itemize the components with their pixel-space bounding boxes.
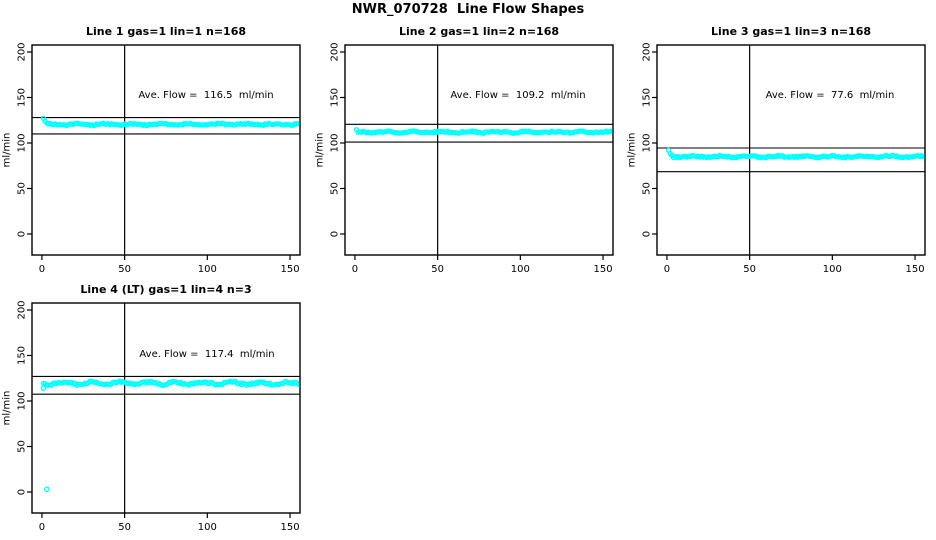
panel4-y-tick-label: 0 — [17, 489, 28, 495]
panel2-border — [344, 44, 614, 256]
panel1-y-tick-label: 0 — [17, 231, 28, 237]
panel2-data-points — [353, 127, 613, 136]
panel1-x-tick-label: 150 — [280, 264, 299, 275]
panel1-ave-flow-annotation: Ave. Flow = 116.5 ml/min — [138, 90, 274, 101]
panel2-y-tick-label: 0 — [330, 231, 341, 237]
panel2-plot-area: 0 50 100 150 200 ml/min 0 50 100 150 — [315, 42, 614, 275]
panel4-y-axis-label: ml/min — [2, 391, 13, 426]
panel3-y-axis-label: ml/min — [627, 133, 638, 168]
panel3-x-tick-label: 150 — [905, 264, 924, 275]
panel3-x-tick-label: 100 — [823, 264, 842, 275]
panel2-ave-flow-annotation: Ave. Flow = 109.2 ml/min — [450, 90, 586, 101]
panel4-x-tick-label: 150 — [280, 522, 299, 533]
panel4-ave-flow-annotation: Ave. Flow = 117.4 ml/min — [139, 349, 275, 360]
panel4-y-tick-label: 200 — [17, 300, 28, 319]
panel2-x-tick-label: 50 — [431, 264, 444, 275]
panel4-x-tick-label: 0 — [39, 522, 45, 533]
panel2-y-tick-label: 150 — [330, 88, 341, 107]
panel3-x-tick-label: 0 — [664, 264, 670, 275]
panel4-x-tick-label: 50 — [118, 522, 131, 533]
panel3-border — [656, 44, 926, 256]
panel3-y-tick-label: 50 — [642, 182, 653, 195]
panel3-plot-area: 0 50 100 150 200 ml/min 0 50 100 150 — [627, 42, 926, 275]
panel1-x-tick-label: 100 — [198, 264, 217, 275]
panel2-y-axis-label: ml/min — [315, 133, 326, 168]
panel2-x-tick-label: 150 — [593, 264, 612, 275]
panel3-y-tick-label: 150 — [642, 88, 653, 107]
panel4-border — [31, 302, 301, 514]
panel4-title: Line 4 (LT) gas=1 lin=4 n=3 — [80, 283, 252, 296]
panel4-data-points — [40, 378, 300, 493]
panel2-y-tick-label: 50 — [330, 182, 341, 195]
panel4-y-tick-label: 50 — [17, 440, 28, 453]
panel2-y-tick-label: 100 — [330, 133, 341, 152]
panel1-y-tick-label: 200 — [17, 42, 28, 61]
panel2-x-tick-label: 0 — [352, 264, 358, 275]
panel1-x-tick-label: 0 — [39, 264, 45, 275]
panel4-outlier-point — [44, 486, 50, 493]
panel3-y-tick-label: 100 — [642, 133, 653, 152]
panel4-y-tick-label: 150 — [17, 346, 28, 365]
panel4-plot-area: 0 50 100 150 200 ml/min 0 50 100 150 — [2, 300, 301, 533]
panel2-y-tick-label: 200 — [330, 42, 341, 61]
panel1-y-axis-label: ml/min — [2, 133, 13, 168]
figure-title: NWR_070728 Line Flow Shapes — [351, 2, 585, 17]
panel3-title: Line 3 gas=1 lin=3 n=168 — [710, 25, 872, 38]
panel2-x-tick-label: 100 — [511, 264, 530, 275]
panel1-data-points — [40, 115, 300, 129]
panel3-data-points — [665, 147, 925, 161]
panel1-y-tick-label: 150 — [17, 88, 28, 107]
panel1-border — [31, 44, 301, 256]
panel1-title: Line 1 gas=1 lin=1 n=168 — [85, 25, 247, 38]
panel4-outlier-point — [40, 385, 47, 392]
panel4-x-tick-label: 100 — [198, 522, 217, 533]
panel3-ave-flow-annotation: Ave. Flow = 77.6 ml/min — [765, 90, 895, 101]
panel1-y-tick-label: 50 — [17, 182, 28, 195]
panel3-y-tick-label: 200 — [642, 42, 653, 61]
panel1-y-tick-label: 100 — [17, 133, 28, 152]
panel3-x-tick-label: 50 — [743, 264, 756, 275]
panel1-plot-area: 0 50 100 150 200 ml/min 0 50 100 150 — [2, 42, 301, 275]
panel4-y-tick-label: 100 — [17, 391, 28, 410]
panel3-y-tick-label: 0 — [642, 231, 653, 237]
panel2-title: Line 2 gas=1 lin=2 n=168 — [398, 25, 560, 38]
panel1-x-tick-label: 50 — [118, 264, 131, 275]
